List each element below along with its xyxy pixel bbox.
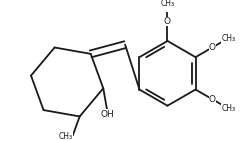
Text: CH₃: CH₃	[221, 34, 235, 43]
Text: CH₃: CH₃	[58, 132, 72, 141]
Text: O: O	[209, 95, 216, 104]
Text: CH₃: CH₃	[221, 104, 235, 113]
Text: O: O	[164, 17, 171, 26]
Text: CH₃: CH₃	[160, 0, 174, 8]
Text: O: O	[209, 43, 216, 52]
Text: OH: OH	[100, 110, 114, 119]
